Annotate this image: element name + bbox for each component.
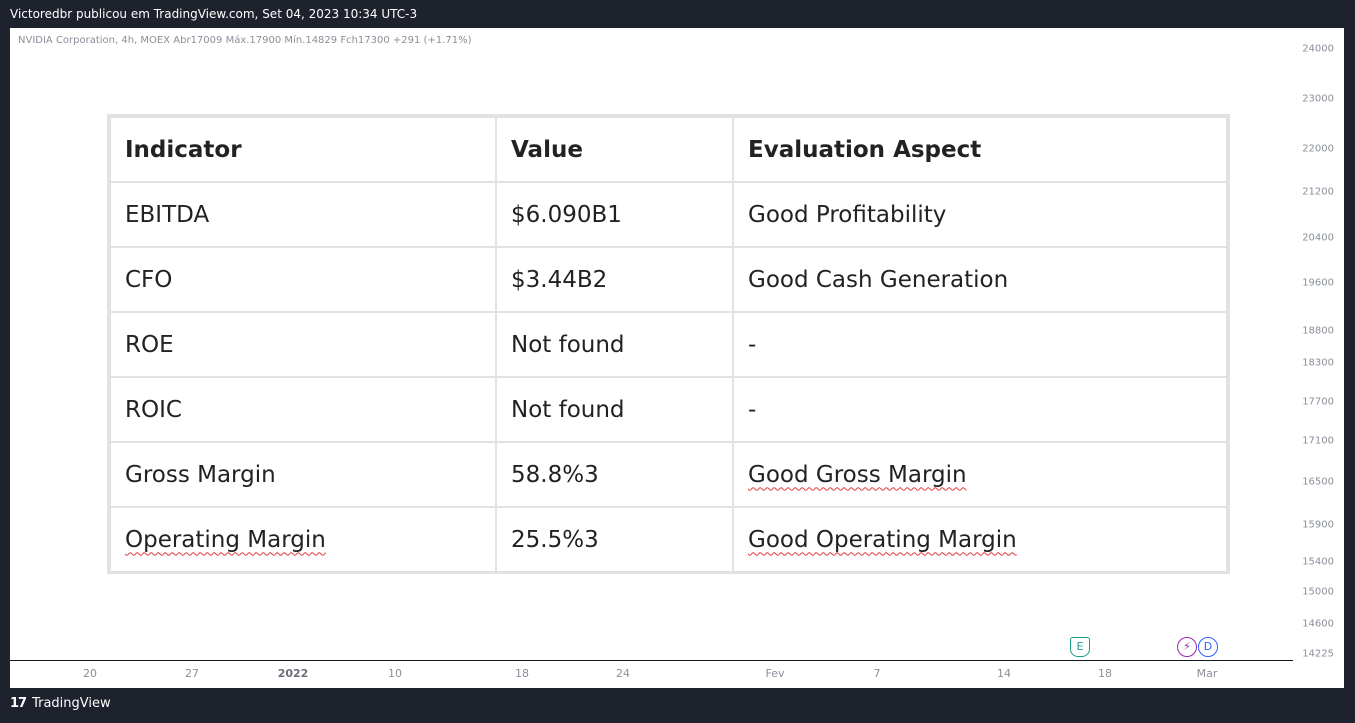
table-cell: Operating Margin: [109, 506, 497, 573]
table-cell: ROIC: [109, 376, 497, 443]
table-cell: Gross Margin: [109, 441, 497, 508]
table-cell: $3.44B2: [495, 246, 734, 313]
table-cell: Not found: [495, 311, 734, 378]
table-row: ROE Not found -: [109, 311, 1228, 378]
column-header: Evaluation Aspect: [732, 116, 1228, 183]
column-header: Indicator: [109, 116, 497, 183]
table-cell: EBITDA: [109, 181, 497, 248]
table-cell: 58.8%3: [495, 441, 734, 508]
table-cell: Good Gross Margin: [732, 441, 1228, 508]
price-label: 15900: [1302, 519, 1334, 531]
split-event-icon[interactable]: ⚡: [1177, 637, 1197, 657]
time-label: 10: [388, 667, 402, 680]
time-label: 2022: [277, 667, 309, 680]
time-label: 27: [185, 667, 199, 680]
price-label: 19600: [1302, 277, 1334, 289]
price-label: 21200: [1302, 186, 1334, 198]
price-label: 18300: [1302, 357, 1334, 369]
time-label: Fev: [765, 667, 785, 680]
table-row: Gross Margin 58.8%3 Good Gross Margin: [109, 441, 1228, 508]
publish-info: Victoredbr publicou em TradingView.com, …: [10, 7, 418, 21]
table-cell: Not found: [495, 376, 734, 443]
column-header: Value: [495, 116, 734, 183]
table-cell: Good Operating Margin: [732, 506, 1228, 573]
table-row: Operating Margin 25.5%3 Good Operating M…: [109, 506, 1228, 573]
table-header-row: Indicator Value Evaluation Aspect: [109, 116, 1228, 183]
table-cell: $6.090B1: [495, 181, 734, 248]
tradingview-logo-icon: 17: [10, 696, 27, 711]
chart-area[interactable]: NVIDIA Corporation, 4h, MOEX Abr17009 Má…: [10, 28, 1344, 688]
time-axis[interactable]: 20 27 2022 10 18 24 Fev 7 14 18 Mar: [10, 660, 1293, 688]
price-label: 22000: [1302, 143, 1334, 155]
price-label: 15400: [1302, 556, 1334, 568]
table-cell: 25.5%3: [495, 506, 734, 573]
table-cell: Good Profitability: [732, 181, 1228, 248]
price-label: 14225: [1302, 648, 1334, 660]
time-label: 7: [873, 667, 881, 680]
tradingview-brand[interactable]: 17 TradingView: [10, 696, 111, 711]
price-label: 20400: [1302, 232, 1334, 244]
price-label: 18800: [1302, 325, 1334, 337]
price-label: 16500: [1302, 476, 1334, 488]
price-label: 15000: [1302, 586, 1334, 598]
time-label: 14: [997, 667, 1011, 680]
time-label: Mar: [1196, 667, 1218, 680]
earnings-event-icon[interactable]: E: [1070, 637, 1090, 657]
brand-label: TradingView: [32, 696, 111, 711]
fundamentals-table: Indicator Value Evaluation Aspect EBITDA…: [107, 114, 1230, 574]
time-label: 18: [515, 667, 529, 680]
symbol-legend: NVIDIA Corporation, 4h, MOEX Abr17009 Má…: [18, 35, 472, 46]
table-row: EBITDA $6.090B1 Good Profitability: [109, 181, 1228, 248]
table-row: CFO $3.44B2 Good Cash Generation: [109, 246, 1228, 313]
table-cell: Good Cash Generation: [732, 246, 1228, 313]
table-cell: ROE: [109, 311, 497, 378]
price-label: 17700: [1302, 396, 1334, 408]
time-label: 20: [83, 667, 97, 680]
price-label: 14600: [1302, 618, 1334, 630]
table-cell: -: [732, 311, 1228, 378]
dividend-event-icon[interactable]: D: [1198, 637, 1218, 657]
price-label: 17100: [1302, 435, 1334, 447]
time-label: 24: [616, 667, 630, 680]
table-row: ROIC Not found -: [109, 376, 1228, 443]
price-axis[interactable]: 24000 23000 22000 21200 20400 19600 1880…: [1284, 28, 1344, 660]
time-label: 18: [1098, 667, 1112, 680]
table-cell: -: [732, 376, 1228, 443]
price-label: 24000: [1302, 43, 1334, 55]
table-cell: CFO: [109, 246, 497, 313]
price-label: 23000: [1302, 93, 1334, 105]
